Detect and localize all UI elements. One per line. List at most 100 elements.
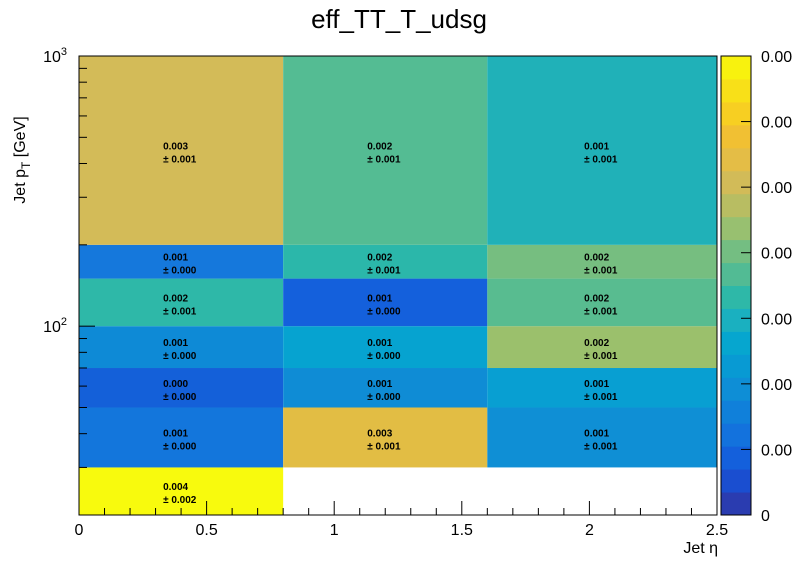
cell-error-label: ± 0.002 [163, 495, 197, 506]
palette-tick-label: 0.00 [761, 377, 792, 394]
heatmap-cell [283, 407, 488, 468]
palette-swatch [721, 308, 751, 332]
palette-swatch [721, 492, 751, 516]
cell-error-label: ± 0.000 [163, 392, 197, 403]
cell-labels: 0.004 ± 0.002 0.001 ± 0.000 0.003 ± 0.001 0.00… [163, 141, 618, 506]
heatmap-cell [79, 467, 284, 515]
palette-swatch [721, 239, 751, 264]
palette-swatch [721, 216, 751, 241]
cell-error-label: ± 0.000 [163, 351, 197, 362]
palette-tick-label: 0.00 [761, 115, 792, 132]
cell-value-label: 0.002 [367, 141, 392, 152]
palette-frame [720, 55, 752, 516]
heatmap-cell [487, 326, 717, 369]
cell-value-label: 0.003 [163, 141, 188, 152]
cell-value-label: 0.000 [163, 379, 188, 390]
palette-swatch [721, 101, 751, 126]
cell-error-label: ± 0.001 [584, 154, 618, 165]
heatmap-cell [79, 244, 284, 279]
palette-swatch [721, 354, 751, 378]
heatmap-cell [487, 407, 717, 468]
heatmap-cells [79, 56, 717, 515]
cell-error-label: ± 0.000 [163, 266, 197, 277]
x-tick-label: 0 [75, 522, 84, 539]
cell-value-label: 0.001 [163, 428, 188, 439]
palette-swatch [721, 124, 751, 149]
cell-error-label: ± 0.001 [163, 154, 197, 165]
cell-error-label: ± 0.001 [584, 392, 618, 403]
heatmap-cell [283, 244, 488, 279]
plot-frame [78, 55, 718, 516]
palette-tick-label: 0.00 [761, 49, 792, 66]
cell-value-label: 0.001 [163, 253, 188, 264]
cell-error-label: ± 0.000 [367, 351, 401, 362]
palette-tick-label: 0 [761, 508, 770, 525]
chart-title: eff_TT_T_udsg [311, 4, 487, 34]
palette-swatch [721, 56, 751, 80]
cell-value-label: 0.001 [367, 379, 392, 390]
y-tick-label: 102 [43, 316, 67, 336]
palette-swatch [721, 78, 751, 103]
palette-swatch [721, 170, 751, 195]
cell-error-label: ± 0.000 [367, 392, 401, 403]
x-tick-label: 0.5 [195, 522, 217, 539]
y-axis: 102 103 [43, 46, 95, 516]
heatmap-cell [283, 56, 488, 245]
heatmap-cell [487, 56, 717, 245]
heatmap-cell [487, 278, 717, 327]
palette-swatch [721, 147, 751, 172]
cell-error-label: ± 0.001 [584, 266, 618, 277]
cell-value-label: 0.004 [163, 482, 188, 493]
cell-error-label: ± 0.001 [367, 441, 401, 452]
palette-tick-label: 0.00 [761, 246, 792, 263]
cell-error-label: ± 0.001 [163, 306, 197, 317]
cell-error-label: ± 0.001 [584, 351, 618, 362]
palette-tick-label: 0.00 [761, 442, 792, 459]
cell-error-label: ± 0.001 [584, 306, 618, 317]
cell-value-label: 0.001 [584, 141, 609, 152]
cell-value-label: 0.001 [584, 428, 609, 439]
heatmap-cell [283, 326, 488, 369]
cell-error-label: ± 0.001 [367, 266, 401, 277]
x-tick-label: 2.5 [706, 522, 728, 539]
x-tick-label: 1 [330, 522, 339, 539]
heatmap-cell [79, 326, 284, 369]
palette-swatch [721, 331, 751, 355]
cell-value-label: 0.001 [584, 379, 609, 390]
x-axis-label: Jet η [683, 540, 718, 557]
heatmap-cell [487, 244, 717, 279]
cell-value-label: 0.002 [367, 253, 392, 264]
x-axis: 0 0.5 1 1.5 2 2.5 [75, 501, 728, 539]
y-axis-label: Jet pT [GeV] [12, 116, 33, 203]
palette-swatch [721, 446, 751, 470]
heatmap-cell [79, 56, 284, 245]
heatmap-cell [487, 368, 717, 408]
heatmap-cell [283, 278, 488, 327]
cell-value-label: 0.001 [367, 293, 392, 304]
palette-swatch [721, 377, 751, 401]
cell-value-label: 0.001 [367, 338, 392, 349]
color-palette: 0 0.00 0.00 0.00 0.00 0.00 0.00 0.00 [720, 49, 792, 525]
palette-swatch [721, 469, 751, 493]
palette-swatch [721, 262, 751, 286]
cell-value-label: 0.003 [367, 428, 392, 439]
heatmap-cell [79, 278, 284, 327]
heatmap-cell [283, 368, 488, 408]
cell-error-label: ± 0.000 [367, 306, 401, 317]
cell-value-label: 0.002 [584, 338, 609, 349]
heatmap-cell [79, 407, 284, 468]
x-tick-label: 1.5 [451, 522, 473, 539]
cell-value-label: 0.001 [163, 338, 188, 349]
palette-swatch [721, 423, 751, 447]
x-tick-label: 2 [585, 522, 594, 539]
heatmap-cell [79, 368, 284, 408]
y-tick-label: 103 [43, 46, 67, 66]
palette-swatch [721, 400, 751, 424]
cell-error-label: ± 0.000 [163, 441, 197, 452]
palette-swatch [721, 285, 751, 309]
palette-tick-label: 0.00 [761, 311, 792, 328]
cell-error-label: ± 0.001 [367, 154, 401, 165]
cell-value-label: 0.002 [163, 293, 188, 304]
palette-swatch [721, 193, 751, 218]
